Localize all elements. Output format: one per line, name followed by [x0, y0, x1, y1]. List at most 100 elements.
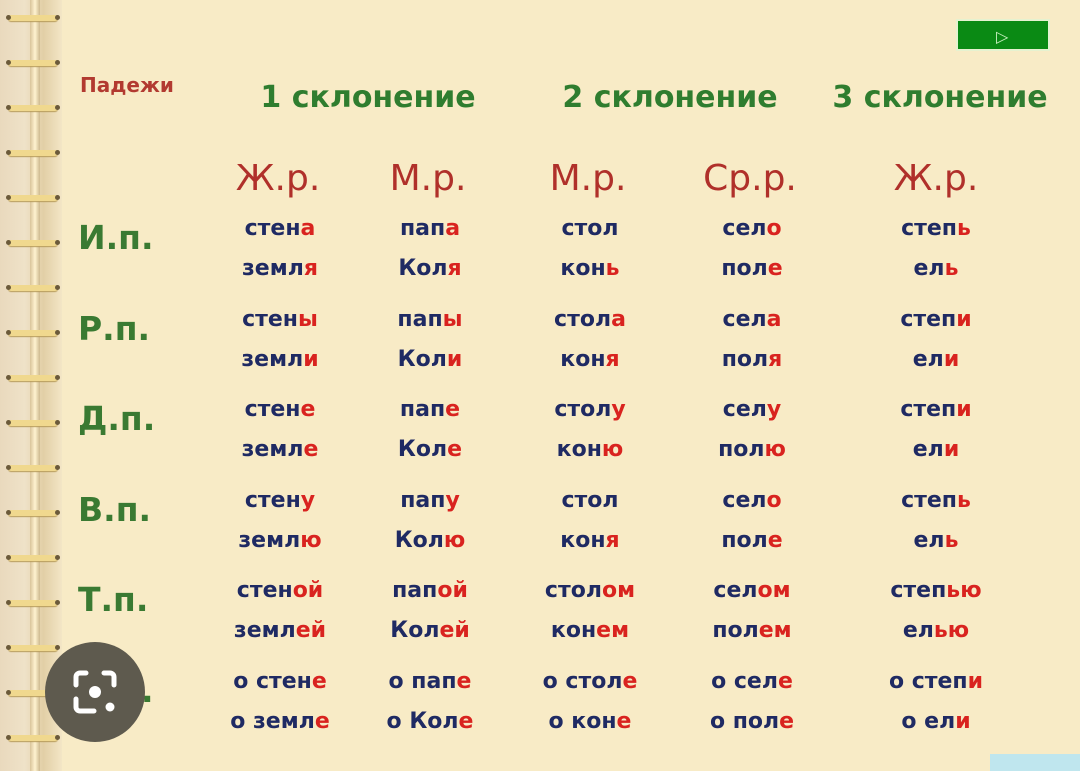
- word-form: папа: [400, 216, 460, 241]
- word-ending: и: [956, 306, 972, 332]
- word-form: земли: [241, 347, 318, 372]
- word-form: стола: [554, 307, 626, 332]
- word-ending: ю: [601, 437, 624, 462]
- binder-ring: [6, 555, 60, 561]
- word-stem: степ: [901, 216, 957, 241]
- word-ending: о: [766, 216, 782, 241]
- gender-header: Ж.р.: [235, 158, 321, 199]
- word-stem: земл: [233, 618, 296, 643]
- word-ending: у: [300, 487, 316, 513]
- gender-header: Ж.р.: [893, 158, 979, 199]
- word-ending: е: [300, 397, 316, 422]
- play-icon: ▷: [996, 27, 1009, 46]
- word-ending: ью: [946, 578, 982, 603]
- word-ending: ы: [442, 306, 463, 332]
- word-form: о селе: [711, 669, 793, 694]
- word-form: коня: [560, 528, 619, 553]
- word-form: стены: [242, 307, 318, 332]
- word-stem: о пап: [388, 668, 457, 694]
- word-ending: ь: [944, 527, 959, 553]
- binder-ring: [6, 195, 60, 201]
- word-ending: ю: [443, 527, 466, 553]
- word-stem: сел: [722, 216, 767, 241]
- word-form: стол: [561, 216, 618, 241]
- word-stem: о стол: [542, 668, 623, 694]
- word-ending: и: [943, 346, 960, 372]
- word-form: степь: [901, 216, 971, 241]
- word-form: селом: [713, 578, 790, 603]
- word-stem: земл: [238, 527, 301, 553]
- google-lens-icon: [73, 670, 117, 714]
- word-stem: ел: [913, 527, 945, 553]
- word-form: село: [722, 488, 781, 513]
- gender-header: Ср.р.: [703, 158, 797, 199]
- word-ending: а: [300, 216, 316, 241]
- gender-header: М.р.: [389, 158, 467, 199]
- word-ending: е: [777, 668, 793, 694]
- word-form: ели: [913, 347, 959, 372]
- word-form: селу: [723, 397, 781, 422]
- word-form: о коне: [549, 709, 632, 734]
- word-ending: ем: [758, 618, 792, 643]
- word-stem: пол: [721, 346, 769, 372]
- word-ending: ей: [295, 618, 327, 643]
- word-stem: Кол: [397, 437, 448, 462]
- word-ending: ь: [944, 256, 959, 281]
- word-form: ель: [914, 528, 959, 553]
- word-form: землей: [234, 618, 326, 643]
- word-ending: я: [605, 527, 620, 553]
- word-form: столом: [545, 578, 635, 603]
- binder-ring: [6, 600, 60, 606]
- word-form: папе: [400, 397, 460, 422]
- word-ending: е: [447, 437, 463, 462]
- word-form: степь: [901, 488, 971, 513]
- word-form: Коле: [398, 437, 462, 462]
- word-ending: ом: [601, 578, 636, 603]
- word-form: степи: [900, 397, 971, 422]
- word-ending: е: [311, 668, 327, 694]
- word-stem: пап: [400, 487, 446, 513]
- word-ending: ой: [292, 578, 324, 603]
- word-ending: о: [766, 487, 782, 513]
- word-ending: е: [303, 437, 319, 462]
- word-form: о ели: [901, 709, 970, 734]
- google-lens-button[interactable]: [45, 642, 145, 742]
- word-form: Колей: [390, 618, 470, 643]
- binder-ring: [6, 645, 60, 651]
- word-form: конь: [560, 256, 619, 281]
- word-stem: пол: [712, 618, 759, 643]
- word-form: о степи: [889, 669, 983, 694]
- word-ending: у: [766, 397, 782, 422]
- word-ending: е: [767, 256, 783, 281]
- case-label: Д.п.: [78, 399, 156, 438]
- binder-ring: [6, 420, 60, 426]
- word-form: о Коле: [387, 709, 474, 734]
- word-ending: ей: [439, 618, 470, 643]
- word-stem: о степ: [888, 668, 968, 694]
- word-ending: а: [611, 306, 626, 332]
- word-ending: я: [605, 346, 620, 372]
- binder-ring: [6, 735, 60, 741]
- word-stem: пап: [392, 578, 438, 603]
- word-form: стену: [245, 488, 315, 513]
- word-form: о земле: [230, 709, 330, 734]
- case-label: И.п.: [78, 218, 154, 257]
- word-ending: ю: [300, 527, 322, 553]
- word-stem: стен: [236, 578, 293, 603]
- word-ending: ь: [957, 487, 971, 513]
- word-stem: кон: [550, 618, 597, 643]
- case-label: Т.п.: [78, 580, 149, 619]
- word-form: стол: [561, 488, 618, 513]
- word-form: папу: [400, 488, 460, 513]
- word-stem: кон: [560, 527, 606, 553]
- play-button[interactable]: ▷: [956, 19, 1050, 51]
- word-stem: сел: [722, 306, 767, 332]
- word-stem: степ: [901, 487, 957, 513]
- binder-ring: [6, 375, 60, 381]
- binder-ring: [6, 150, 60, 156]
- binder-ring: [6, 105, 60, 111]
- word-ending: е: [445, 397, 461, 422]
- word-form: землю: [238, 528, 321, 553]
- word-form: степью: [890, 578, 981, 603]
- next-slide-corner: [990, 754, 1080, 771]
